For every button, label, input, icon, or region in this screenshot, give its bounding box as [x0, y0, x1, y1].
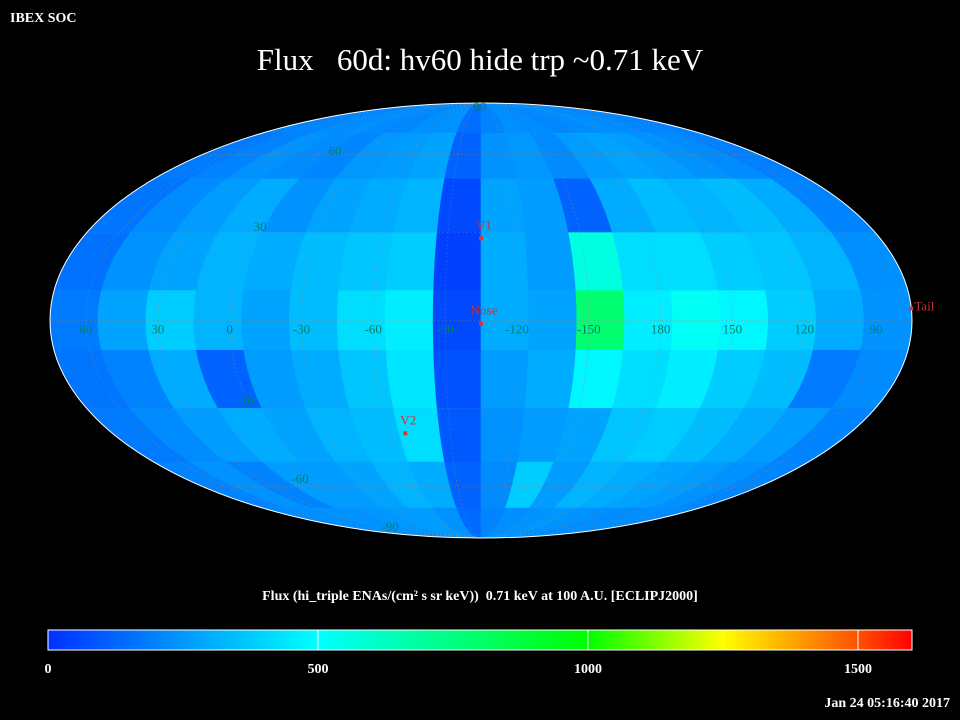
lon-label: -30	[293, 321, 310, 336]
marker-label: Nose	[471, 302, 498, 317]
marker	[909, 306, 914, 311]
lon-label: 180	[651, 321, 671, 336]
marker	[479, 236, 483, 241]
lat-label: 90	[474, 99, 487, 114]
lon-label: -150	[577, 321, 601, 336]
colorbar-ticks: 0 500 1000 1500	[45, 630, 872, 677]
flux-cell	[480, 232, 529, 292]
lat-label: -60	[291, 471, 308, 486]
map-cells	[50, 103, 912, 538]
flux-cell	[436, 408, 482, 463]
flux-cell	[433, 349, 482, 409]
lat-label: 60	[329, 143, 342, 158]
marker	[403, 431, 408, 436]
colorbar-tick-label: 0	[45, 662, 52, 677]
marker-label: Tail	[914, 299, 934, 314]
lat-label: 30	[254, 219, 267, 234]
meridian	[229, 102, 482, 539]
marker	[479, 321, 483, 326]
flux-cell	[385, 349, 438, 409]
flux-cell	[480, 349, 529, 409]
flux-cell	[436, 178, 482, 233]
org-label: IBEX SOC	[10, 11, 77, 26]
lat-label: -30	[236, 393, 253, 408]
lat-label: -90	[381, 519, 398, 534]
flux-cell	[524, 232, 577, 292]
flux-cell	[97, 290, 150, 351]
chart-title: Flux 60d: hv60 hide trp ~0.71 keV	[257, 42, 704, 77]
colorbar-tick-label: 1000	[574, 662, 602, 677]
meridian	[301, 102, 482, 539]
lon-label: -120	[505, 321, 529, 336]
marker-label: V2	[400, 412, 416, 427]
lon-label: 90	[870, 321, 883, 336]
colorbar	[47, 629, 913, 651]
lon-label: -60	[365, 321, 382, 336]
flux-cell	[433, 232, 482, 292]
colorbar-tick-label: 500	[308, 662, 329, 677]
marker-label: V1	[476, 217, 492, 232]
graticule	[50, 102, 912, 539]
lon-label: 120	[795, 321, 815, 336]
lon-label: 0	[226, 321, 233, 336]
lon-label: 30	[151, 321, 164, 336]
timestamp: Jan 24 05:16:40 2017	[824, 696, 950, 711]
flux-cell	[385, 232, 438, 292]
flux-cell	[50, 290, 102, 351]
lon-label: -90	[436, 321, 453, 336]
meridian	[157, 102, 482, 539]
flux-cell	[480, 408, 526, 463]
grid-labels: 60 30 0 -30 -60 -90 -120 -150 180 150 120 90 90 60 30 -…	[79, 99, 934, 534]
meridian	[480, 102, 733, 539]
meridian	[480, 102, 661, 539]
lon-label: 150	[723, 321, 743, 336]
colorbar-tick-label: 1500	[844, 662, 872, 677]
flux-cell	[524, 349, 577, 409]
flux-cell	[528, 290, 578, 351]
meridian	[480, 102, 805, 539]
flux-cell	[338, 232, 394, 292]
map-outline	[49, 102, 913, 539]
colorbar-label: Flux (hi_triple ENAs/(cm² s sr keV)) 0.7…	[262, 589, 698, 604]
flux-cell	[338, 349, 394, 409]
lon-label: 60	[79, 321, 92, 336]
